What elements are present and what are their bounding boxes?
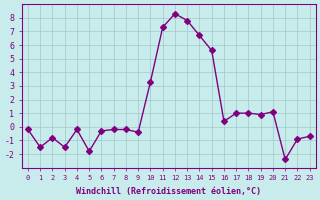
- X-axis label: Windchill (Refroidissement éolien,°C): Windchill (Refroidissement éolien,°C): [76, 187, 261, 196]
